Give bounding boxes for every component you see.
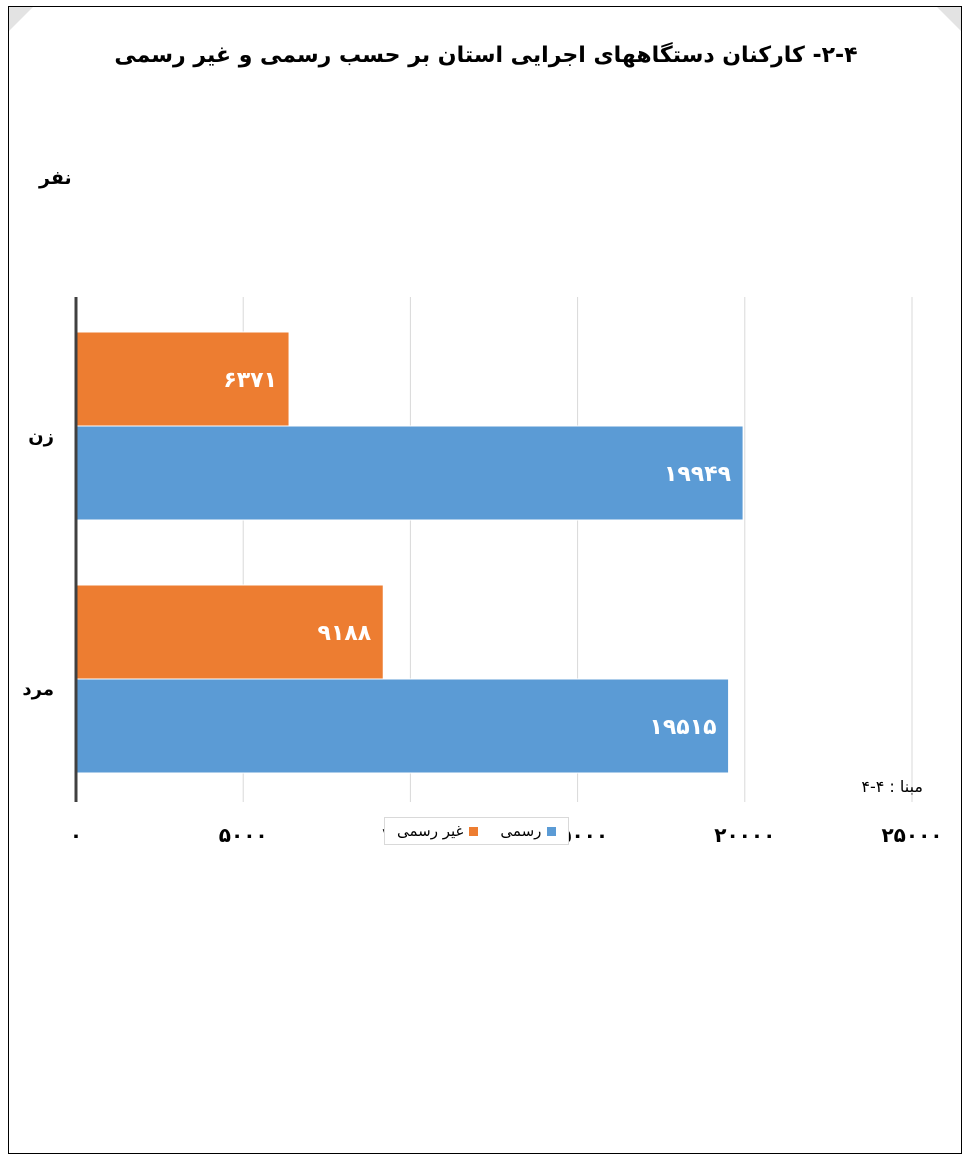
data-label: ۱۹۵۱۵ — [649, 715, 716, 740]
data-label: ۹۱۸۸ — [318, 621, 372, 646]
legend: رسمی غیر رسمی — [384, 817, 570, 845]
bar-chart-plot: ۶۳۷۱۱۹۹۴۹زن۹۱۸۸۱۹۵۱۵مرد۰۵۰۰۰۱۰۰۰۰۱۵۰۰۰۲۰… — [22, 297, 943, 847]
legend-item-formal: رسمی — [500, 822, 557, 840]
unit-label: نفر — [39, 167, 72, 189]
corner-decoration-left — [9, 7, 33, 31]
legend-swatch-informal — [469, 826, 479, 836]
bar — [75, 425, 744, 521]
legend-label-formal: رسمی — [500, 822, 542, 840]
category-label: مرد — [22, 679, 54, 700]
category-label: زن — [28, 426, 54, 447]
bar — [75, 584, 384, 680]
x-tick-label: ۲۵۰۰۰ — [881, 823, 942, 847]
x-tick-label: ۲۰۰۰۰ — [714, 823, 775, 847]
x-tick-label: ۰ — [70, 823, 82, 847]
bar — [75, 678, 730, 774]
chart-title: ۲-۴- کارکنان دستگاههای اجرایی استان بر ح… — [114, 43, 858, 68]
legend-swatch-formal — [547, 826, 557, 836]
corner-decoration-right — [937, 7, 961, 31]
data-label: ۶۳۷۱ — [223, 368, 277, 393]
legend-label-informal: غیر رسمی — [397, 822, 464, 840]
legend-item-informal: غیر رسمی — [397, 822, 479, 840]
x-tick-label: ۵۰۰۰ — [219, 823, 268, 847]
data-label: ۱۹۹۴۹ — [664, 462, 731, 487]
chart-frame: ۲-۴- کارکنان دستگاههای اجرایی استان بر ح… — [8, 6, 962, 1154]
source-note: مبنا : ۴-۴ — [861, 777, 923, 796]
